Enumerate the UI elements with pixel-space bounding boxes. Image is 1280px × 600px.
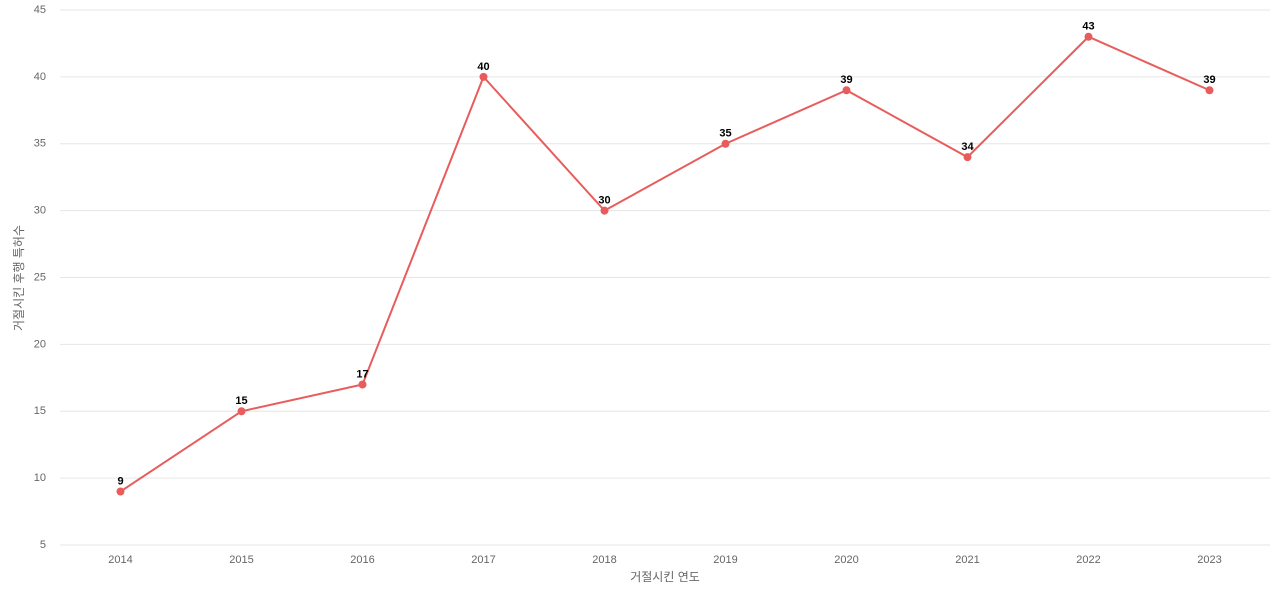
x-tick-label: 2018 [592, 554, 616, 566]
point [1084, 32, 1093, 41]
y-tick-label: 20 [34, 338, 46, 350]
point [842, 86, 851, 95]
x-tick-label: 2015 [229, 554, 253, 566]
value-label: 30 [598, 195, 610, 207]
value-label: 35 [719, 128, 731, 140]
point [237, 407, 246, 416]
y-tick-label: 45 [34, 4, 46, 16]
line [119, 35, 1210, 493]
value-label: 39 [1203, 74, 1215, 86]
point [116, 487, 125, 496]
x-tick-label: 2014 [108, 554, 132, 566]
point [600, 206, 609, 215]
x-tick-label: 2016 [350, 554, 374, 566]
y-axis-title: 거절시킨 후행 특허수 [11, 225, 26, 331]
y-tick-label: 25 [34, 271, 46, 283]
point [358, 380, 367, 389]
value-label: 40 [477, 61, 489, 73]
point [479, 72, 488, 81]
y-tick-label: 40 [34, 71, 46, 83]
point [1205, 86, 1214, 95]
x-tick-label: 2020 [834, 554, 858, 566]
y-tick-label: 15 [34, 405, 46, 417]
y-tick-label: 30 [34, 205, 46, 217]
value-label: 43 [1082, 21, 1094, 33]
point [963, 153, 972, 162]
x-tick-label: 2021 [955, 554, 979, 566]
value-label: 17 [356, 368, 368, 380]
value-label: 34 [961, 141, 974, 153]
point [721, 139, 730, 148]
x-tick-label: 2019 [713, 554, 737, 566]
x-tick-label: 2023 [1197, 554, 1221, 566]
x-tick-label: 2022 [1076, 554, 1100, 566]
y-tick-label: 10 [34, 472, 46, 484]
y-tick-label: 35 [34, 138, 46, 150]
value-label: 39 [840, 74, 852, 86]
x-axis-title: 거절시킨 연도 [630, 570, 700, 584]
x-tick-label: 2017 [471, 554, 495, 566]
y-tick-label: 5 [40, 539, 46, 551]
value-label: 15 [235, 395, 247, 407]
value-label: 9 [117, 475, 123, 487]
